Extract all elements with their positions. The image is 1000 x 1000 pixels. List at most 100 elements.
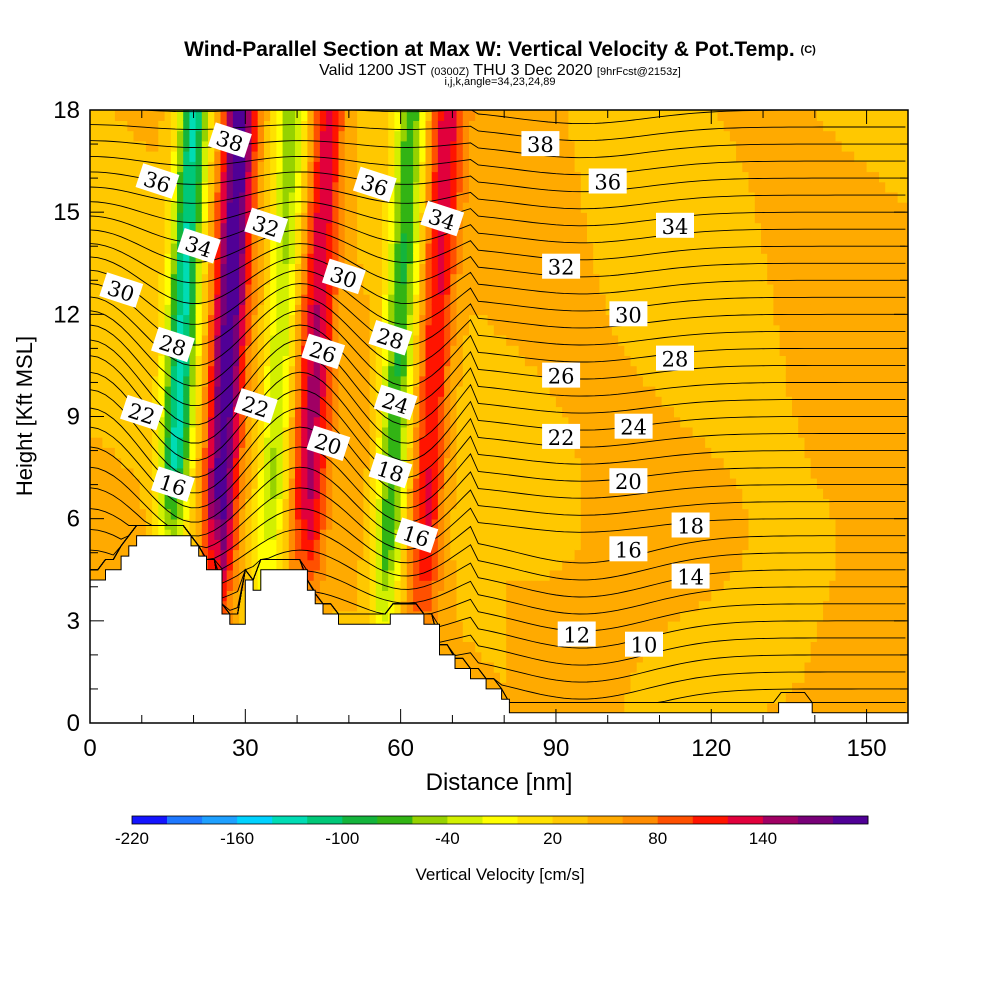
contour-label: 32 [244, 207, 289, 244]
x-tick-label: 90 [543, 735, 570, 762]
pot-temp-contours [90, 92, 906, 704]
colorbar-swatch [342, 816, 378, 824]
contour-label: 12 [557, 621, 596, 648]
colorbar-swatch [587, 816, 624, 824]
contour-label: 30 [99, 272, 144, 308]
colorbar-tick-label: 140 [749, 829, 777, 848]
terrain [90, 535, 908, 723]
pot-temp-isoline [90, 389, 906, 478]
pot-temp-isoline [90, 525, 906, 598]
pot-temp-isoline [90, 269, 906, 325]
contour-label-text: 26 [548, 365, 575, 389]
x-tick-label: 120 [691, 735, 731, 762]
pot-temp-isoline [90, 508, 906, 564]
y-tick-label: 3 [67, 608, 80, 635]
contour-label: 28 [151, 326, 195, 363]
pot-temp-isoline [90, 229, 906, 263]
contour-label: 22 [542, 423, 581, 450]
pot-temp-isoline [90, 525, 906, 632]
utc-time: (0300Z) [430, 66, 470, 78]
grid-indices: i,j,k,angle=34,23,24,89 [444, 76, 556, 88]
pot-temp-isoline [90, 525, 906, 649]
pot-temp-isoline [90, 446, 906, 523]
pot-temp-isoline [90, 525, 906, 615]
contour-label-text: 10 [631, 634, 658, 658]
pot-temp-isoline [90, 324, 906, 407]
pot-temp-isoline [90, 371, 906, 462]
contour-label-text: 36 [594, 171, 621, 195]
contour-label: 16 [394, 517, 439, 553]
pot-temp-isoline [90, 186, 906, 210]
colorbar-tick-label: -160 [220, 829, 254, 848]
chart-title: Wind-Parallel Section at Max W: Vertical… [0, 38, 1000, 62]
colorbar-frame [131, 815, 869, 825]
pot-temp-isoline [90, 243, 906, 284]
contour-label: 36 [588, 168, 627, 195]
pot-temp-isoline [90, 487, 906, 550]
colorbar-swatch [833, 816, 869, 824]
pot-temp-isoline [90, 155, 906, 176]
contour-label: 14 [671, 563, 710, 590]
contour-label-text: 12 [563, 624, 590, 648]
colorbar-swatch [797, 816, 834, 824]
x-axis: 0 30 60 90 120 150 [83, 110, 887, 762]
pot-temp-isoline [90, 296, 906, 367]
contour-label: 36 [352, 166, 397, 203]
contour-label-text: 24 [620, 416, 647, 440]
valid-time: Valid 1200 JST [319, 62, 427, 79]
colorbar-swatch [762, 816, 799, 824]
colorbar-swatch [692, 816, 729, 824]
contour-label: 22 [233, 388, 278, 424]
colorbar-swatch [517, 816, 553, 824]
terrain-mask [90, 535, 908, 723]
y-tick-label: 18 [53, 97, 80, 124]
x-tick-label: 150 [847, 735, 887, 762]
colorbar-swatch [447, 816, 483, 824]
pot-temp-isoline [90, 171, 906, 193]
contour-label: 18 [671, 512, 710, 539]
pot-temp-isoline [90, 201, 906, 227]
colorbar-label: Vertical Velocity [cm/s] [415, 865, 584, 884]
contour-label: 30 [609, 301, 648, 327]
chart-subtitle: Valid 1200 JST (0300Z) THU 3 Dec 2020 [9… [0, 62, 1000, 80]
contour-label-text: 34 [662, 215, 689, 239]
pot-temp-isoline [90, 426, 906, 509]
copyright-mark: (C) [800, 44, 816, 56]
pot-temp-isoline [90, 92, 905, 107]
x-tick-label: 0 [83, 735, 96, 762]
y-tick-label: 12 [53, 301, 80, 328]
contour-label-text: 32 [548, 256, 575, 280]
colorbar-tick-label: -40 [435, 829, 460, 848]
pot-temp-isoline [90, 339, 906, 426]
y-tick-label: 15 [53, 199, 80, 226]
x-axis-label: Distance [nm] [426, 769, 573, 796]
pot-temp-isoline [90, 525, 906, 581]
x-tick-label: 60 [387, 735, 414, 762]
pot-temp-isoline [90, 310, 906, 387]
contour-label: 26 [542, 362, 581, 389]
contour-label: 10 [625, 631, 663, 658]
colorbar-swatch [167, 816, 203, 824]
contour-label-text: 22 [548, 426, 575, 450]
colorbar-tick-label: 20 [543, 829, 562, 848]
title-main: Wind-Parallel Section at Max W: Vertical… [184, 38, 795, 61]
contour-label: 34 [656, 212, 694, 239]
colorbar-swatch [482, 816, 518, 824]
contour-label: 16 [609, 536, 648, 562]
pot-temp-isoline [90, 215, 906, 244]
pot-temp-isoline [90, 355, 906, 444]
contour-label-text: 16 [615, 538, 642, 562]
colorbar-swatch [622, 816, 659, 824]
contour-label: 16 [151, 466, 195, 502]
contour-label: 38 [521, 131, 560, 157]
contour-label-text: 28 [662, 348, 689, 372]
contour-label-text: 18 [677, 515, 704, 539]
colorbar-swatch [377, 816, 413, 824]
colorbar-tick-label: -100 [325, 829, 359, 848]
x-tick-label: 30 [232, 735, 259, 762]
contour-label: 34 [176, 227, 221, 264]
colorbar-swatch [727, 816, 764, 824]
